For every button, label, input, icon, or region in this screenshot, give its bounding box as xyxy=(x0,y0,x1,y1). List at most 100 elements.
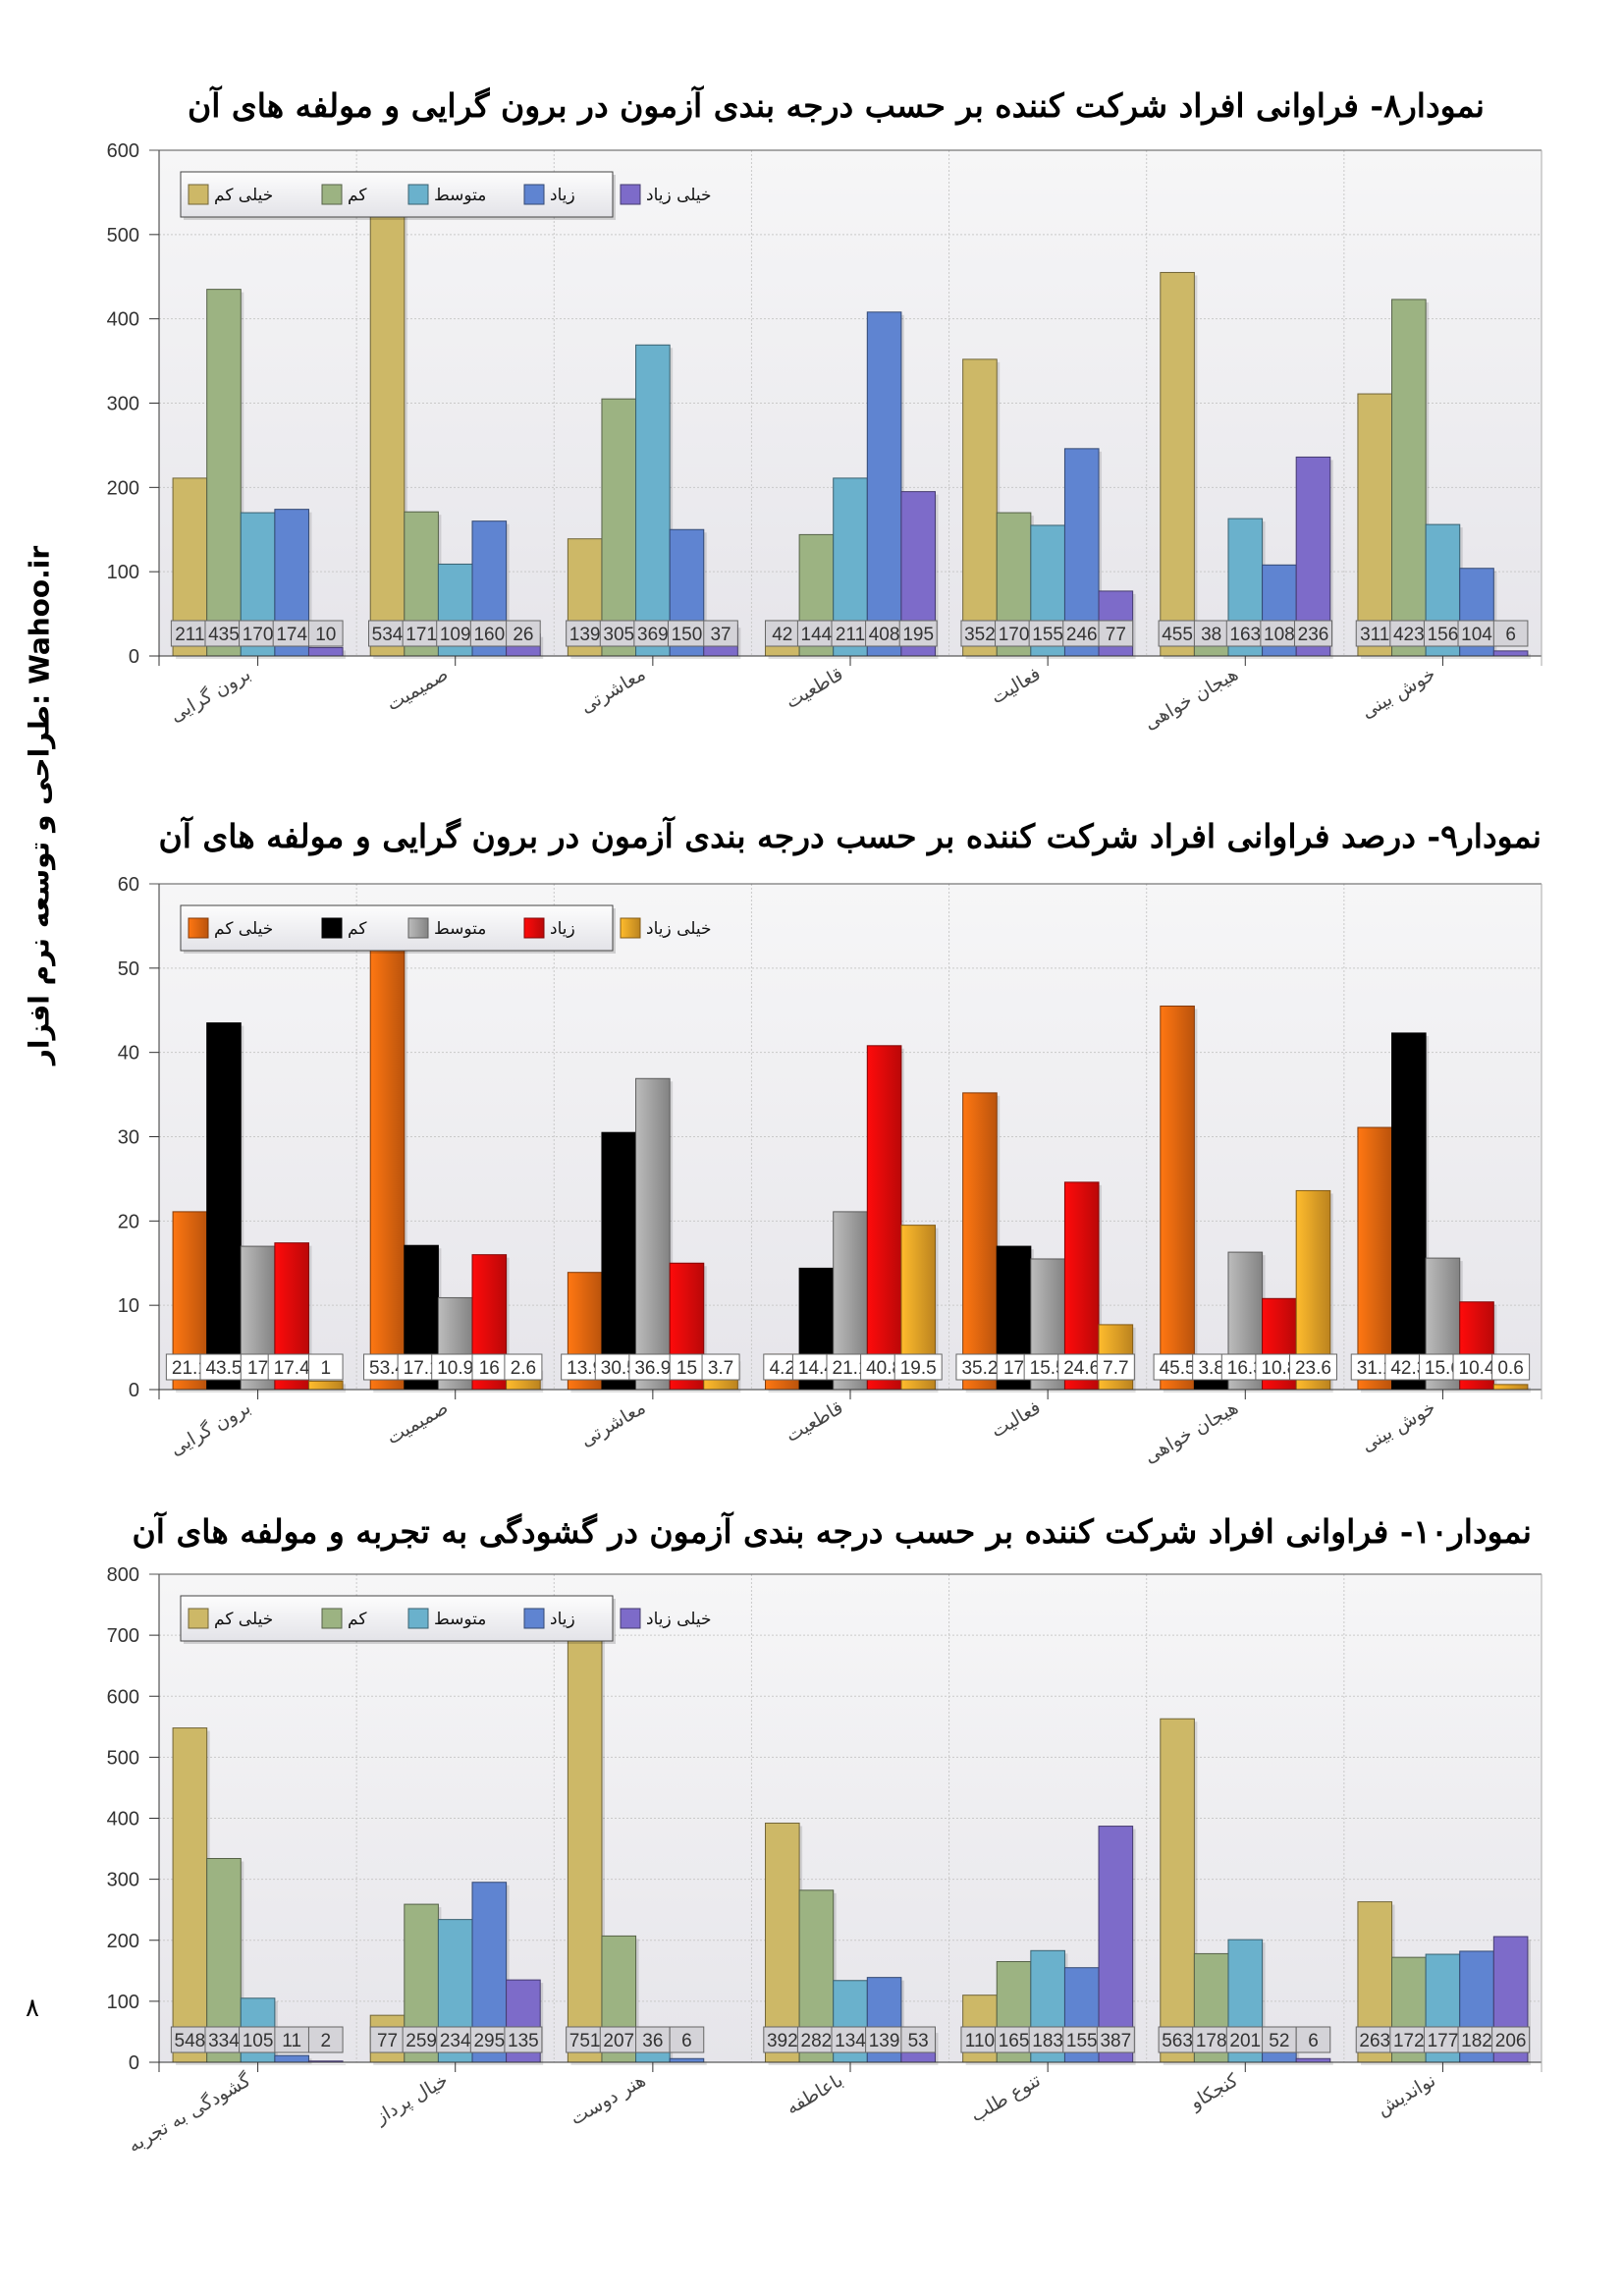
value-label: 42.3 xyxy=(1390,1358,1427,1379)
value-label: 1 xyxy=(320,1358,331,1379)
y-tick-label: 30 xyxy=(118,1127,139,1149)
category-label: هیجان خواهی xyxy=(1141,663,1242,734)
value-label: 423 xyxy=(1393,625,1425,645)
value-label: 155 xyxy=(1066,2031,1098,2051)
legend-swatch xyxy=(321,917,343,939)
bar xyxy=(1295,2057,1331,2063)
value-label-box xyxy=(1028,620,1067,647)
bar xyxy=(765,1822,800,2063)
value-label: 37 xyxy=(710,625,731,645)
value-label-box xyxy=(469,620,509,647)
value-label: 26 xyxy=(513,625,533,645)
value-label: 156 xyxy=(1428,625,1459,645)
value-label: 195 xyxy=(902,625,934,645)
value-label: 21.1 xyxy=(833,1358,869,1379)
category-label: قاطعیت xyxy=(782,663,846,713)
value-label: 177 xyxy=(1428,2031,1459,2051)
value-label: 311 xyxy=(1360,625,1389,645)
value-label-box xyxy=(763,2026,802,2053)
value-label: 563 xyxy=(1162,2031,1193,2051)
legend: خیلی کم کم متوسط زیاد خیلی زیاد xyxy=(180,171,712,220)
value-label: 3.7 xyxy=(708,1358,733,1379)
value-label: 105 xyxy=(243,2031,274,2051)
y-tick-label: 500 xyxy=(107,225,139,246)
category-label: نواندیش xyxy=(1374,2069,1439,2120)
value-label: 24.6 xyxy=(1063,1358,1100,1379)
value-label-box xyxy=(1158,620,1197,647)
value-label-box xyxy=(1225,2026,1265,2053)
value-label: 211 xyxy=(836,625,865,645)
value-label: 207 xyxy=(603,2031,634,2051)
category-label: تنوع طلب xyxy=(967,2069,1045,2126)
y-tick-label: 200 xyxy=(107,1931,139,1952)
value-label-box xyxy=(955,1353,1004,1381)
value-label-box xyxy=(566,620,605,647)
value-label: 305 xyxy=(603,625,634,645)
y-tick-label: 50 xyxy=(118,958,139,980)
bar xyxy=(274,2054,309,2063)
category-label: هیجان خواهی xyxy=(1141,1396,1242,1467)
value-label-box xyxy=(1423,620,1462,647)
bar xyxy=(601,1131,637,1391)
value-label-box xyxy=(865,620,904,647)
value-label: 16 xyxy=(479,1358,500,1379)
legend-label: خیلی کم xyxy=(214,919,273,939)
value-label-box xyxy=(199,1353,248,1381)
value-label: 53 xyxy=(908,2031,929,2051)
category-label: معاشرتی xyxy=(576,663,649,717)
legend-swatch xyxy=(188,184,209,205)
category-label: گشودگی به تجربه xyxy=(124,2068,255,2158)
value-label: 352 xyxy=(964,625,996,645)
value-label: 170 xyxy=(243,625,274,645)
value-label: 53.4 xyxy=(369,1358,406,1379)
value-label: 172 xyxy=(1393,2031,1425,2051)
value-label-box xyxy=(831,620,870,647)
category-label: فعالیت xyxy=(988,663,1045,708)
category-label: باعاطفه xyxy=(783,2069,847,2119)
value-label: 163 xyxy=(1229,625,1261,645)
chart-9-title: نمودار۹- درصد فراوانی افراد شرکت کننده ب… xyxy=(158,817,1543,855)
value-label-box xyxy=(1492,620,1529,647)
value-label-box xyxy=(504,1353,543,1381)
value-label: 77 xyxy=(1106,625,1126,645)
value-label-box xyxy=(1295,2026,1331,2053)
value-label: 36.9 xyxy=(634,1358,671,1379)
value-label-box xyxy=(1098,620,1134,647)
value-label: 295 xyxy=(473,2031,505,2051)
value-label: 35.2 xyxy=(961,1358,998,1379)
value-label: 38 xyxy=(1201,625,1221,645)
value-label: 155 xyxy=(1032,625,1063,645)
value-label: 16.3 xyxy=(1227,1358,1264,1379)
value-label: 0.6 xyxy=(1497,1358,1523,1379)
bar xyxy=(635,1077,671,1391)
legend-label: کم xyxy=(348,919,367,939)
category-label: برون گرایی xyxy=(166,662,254,726)
value-label-box xyxy=(865,2026,904,2053)
value-label: 40.8 xyxy=(866,1358,902,1379)
legend-swatch xyxy=(407,917,429,939)
value-label: 150 xyxy=(672,625,703,645)
value-label: 282 xyxy=(801,2031,833,2051)
value-label-box xyxy=(307,1353,344,1381)
value-label-box xyxy=(599,620,638,647)
value-label: 455 xyxy=(1162,625,1193,645)
value-label-box xyxy=(898,620,938,647)
chart-8-title: نمودار۸- فراوانی افراد شرکت کننده بر حسب… xyxy=(187,86,1485,125)
legend-label: خیلی کم xyxy=(214,1610,273,1629)
bar xyxy=(172,1727,208,2063)
value-label: 263 xyxy=(1359,2031,1390,2051)
value-label-box xyxy=(960,2026,1000,2053)
y-tick-label: 300 xyxy=(107,394,139,415)
category-label: خوش بینی xyxy=(1358,1396,1439,1456)
value-label-box xyxy=(765,620,800,647)
legend-swatch xyxy=(523,184,545,205)
bar xyxy=(206,1022,242,1391)
category-label: صمیمیت xyxy=(383,663,452,715)
value-label: 15 xyxy=(677,1358,697,1379)
value-label-box xyxy=(1457,2026,1496,2053)
value-label-box xyxy=(1288,1353,1337,1381)
bar xyxy=(962,358,998,657)
value-label-box xyxy=(368,620,407,647)
